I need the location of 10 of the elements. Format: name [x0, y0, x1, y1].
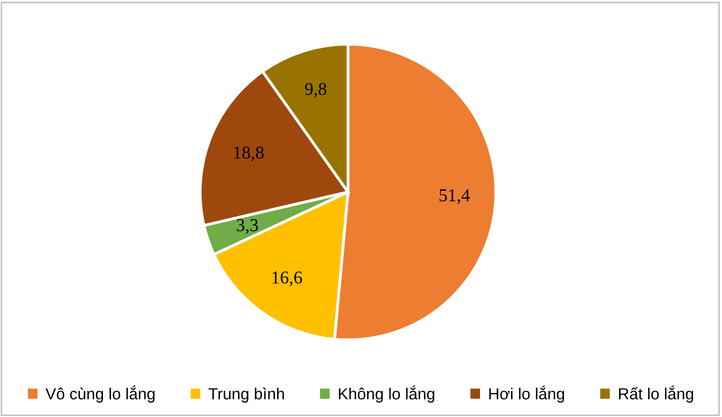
legend-label: Hơi lo lắng	[489, 385, 564, 403]
legend-label: Vô cùng lo lắng	[46, 385, 155, 403]
data-label: 3,3	[236, 219, 258, 234]
data-label: 18,8	[234, 146, 264, 162]
data-label: 51,4	[440, 189, 470, 204]
data-label: 16,6	[272, 271, 302, 286]
legend-label: Trung bình	[208, 388, 284, 403]
legend-label: Không lo lắng	[338, 385, 434, 403]
legend-label: Rất lo lắng	[619, 385, 694, 403]
data-label: 9,8	[305, 82, 326, 98]
